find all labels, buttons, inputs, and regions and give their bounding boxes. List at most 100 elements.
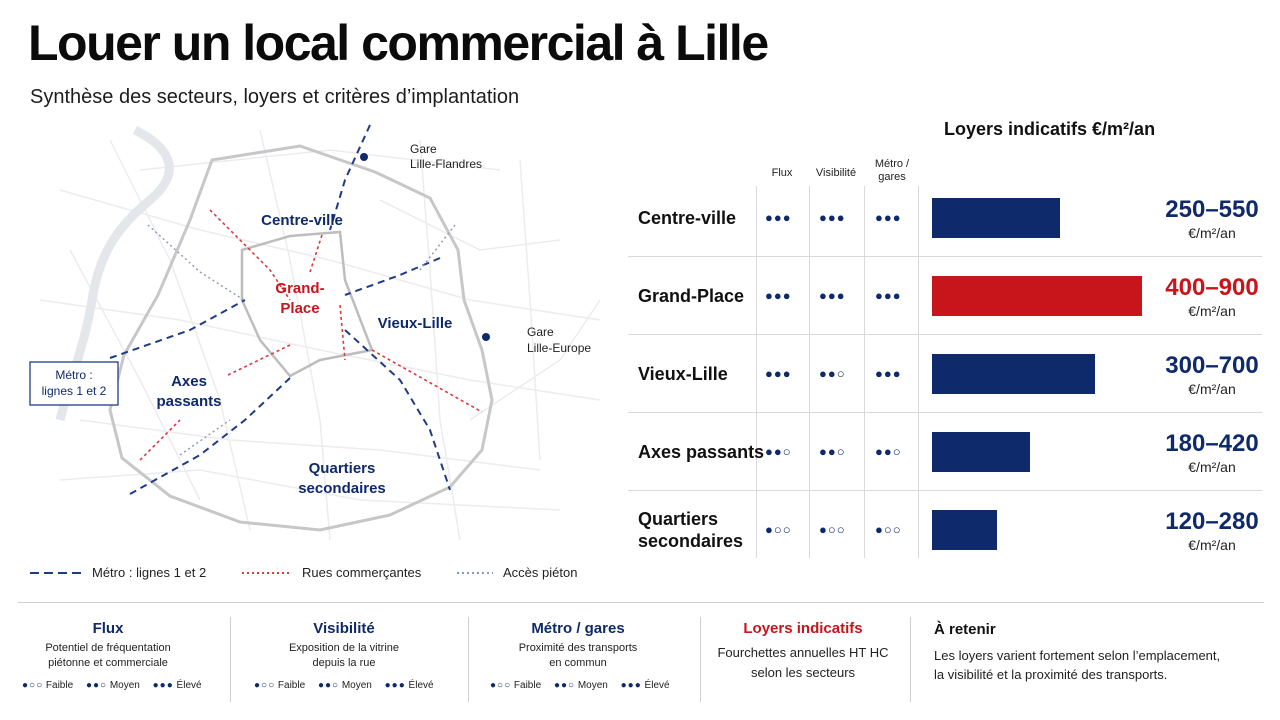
column-divider: [809, 186, 810, 558]
rating-dots: ●●○: [875, 444, 902, 459]
sector-label: Grand-Place: [638, 285, 744, 307]
row-divider: [628, 490, 1262, 491]
rent-bar: [932, 510, 997, 550]
metro-box-label: lignes 1 et 2: [42, 384, 107, 398]
ring-road: [108, 144, 494, 532]
rating-dots: ●●●: [875, 288, 902, 303]
sector-label: Centre-ville: [638, 207, 736, 229]
footer-separator: [468, 617, 469, 702]
rating-dots: ●●○: [819, 366, 846, 381]
rating-scale: ●○○ Faible ●●○ Moyen ●●● Élevé: [490, 680, 680, 691]
footer-flux-desc: Potentiel de fréquentation piétonne et c…: [18, 641, 198, 671]
footer-metro: Métro / gares Proximité des transports e…: [478, 620, 678, 671]
rating-dots: ●●●: [819, 288, 846, 303]
map-legend: Métro : lignes 1 et 2 Rues commerçantes …: [30, 565, 610, 585]
footer-separator: [910, 617, 911, 702]
scale-high: Élevé: [644, 680, 670, 691]
scale-mid: Moyen: [109, 680, 140, 691]
footer-flux-line: piétonne et commerciale: [48, 657, 168, 669]
rent-range-value: 120–280: [1165, 508, 1259, 535]
area-label: Vieux-Lille: [378, 315, 453, 332]
legend-streets-label: Rues commerçantes: [302, 565, 422, 580]
scale-high: Élevé: [408, 680, 434, 691]
legend-dash-pedestrian: [457, 571, 493, 574]
station-label: Gare: [410, 142, 437, 156]
chart-title: Loyers indicatifs €/m²/an: [944, 119, 1156, 139]
area-label: secondaires: [298, 480, 386, 497]
legend-pedestrian-label: Accès piéton: [503, 565, 578, 580]
criteria-header-line: Flux: [771, 167, 793, 179]
area-label: Quartiers: [309, 460, 376, 477]
column-divider: [918, 186, 919, 558]
station-label: Lille-Flandres: [410, 157, 482, 171]
footer-loyers-line: Fourchettes annuelles HT HC: [717, 645, 889, 660]
dots-low-icon: ●○○: [490, 680, 512, 691]
footer-loyers-title: Loyers indicatifs: [743, 620, 863, 637]
rent-unit: €/m²/an: [1188, 459, 1236, 475]
rating-dots: ●●○: [765, 444, 792, 459]
rent-unit: €/m²/an: [1188, 381, 1236, 397]
criteria-header-line: Métro /: [874, 158, 910, 170]
rating-scale: ●○○ Faible ●●○ Moyen ●●● Élevé: [254, 680, 444, 691]
rating-dots: ●●●: [765, 366, 792, 381]
scale-low: Faible: [277, 680, 306, 691]
rating-dots: ●●●: [875, 366, 902, 381]
footer-visibilite-line: Exposition de la vitrine: [288, 642, 400, 654]
footer-loyers-line: selon les secteurs: [750, 665, 856, 680]
rent-range-value: 400–900: [1165, 274, 1259, 301]
rating-dots: ●○○: [819, 522, 846, 537]
rating-dots: ●●●: [765, 210, 792, 225]
lille-map: Centre-ville Grand- Place Vieux-Lille Ax…: [29, 124, 601, 541]
rent-unit: €/m²/an: [1188, 225, 1236, 241]
footer-visibilite-line: depuis la rue: [312, 657, 376, 669]
area-label: Grand-: [275, 280, 324, 297]
criteria-header-line: gares: [878, 171, 906, 183]
station-label: Lille-Europe: [527, 341, 591, 355]
pedestrian-access: [147, 224, 456, 456]
commercial-streets: [139, 209, 483, 461]
footer-divider: [18, 602, 1264, 603]
legend-metro: Métro : lignes 1 et 2: [30, 565, 206, 580]
rent-range-value: 250–550: [1165, 196, 1259, 223]
column-divider: [864, 186, 865, 558]
street-network: [39, 129, 601, 541]
sector-label: Axes passants: [638, 441, 764, 463]
footer-metro-title: Métro / gares: [531, 620, 625, 637]
footer-retenir-line: Les loyers varient fortement selon l’emp…: [934, 648, 1221, 663]
sector-label-line: Quartiers: [638, 509, 719, 529]
page-subtitle: Synthèse des secteurs, loyers et critère…: [30, 86, 520, 108]
inner-ring: [240, 230, 374, 378]
sector-label-line: secondaires: [638, 531, 744, 551]
sector-label-line: Axes passants: [638, 442, 765, 462]
footer-visibilite-title: Visibilité: [313, 620, 375, 637]
rating-dots: ●●●: [765, 288, 792, 303]
legend-metro-label: Métro : lignes 1 et 2: [92, 565, 207, 580]
footer-loyers-desc: Fourchettes annuelles HT HC selon les se…: [708, 643, 898, 683]
sector-label: Vieux-Lille: [638, 363, 728, 385]
rent-bar: [932, 432, 1030, 472]
rent-bar: [932, 276, 1142, 316]
scale-low: Faible: [45, 680, 74, 691]
row-divider: [628, 334, 1262, 335]
dots-mid-icon: ●●○: [317, 680, 340, 691]
page-title: Louer un local commercial à Lille: [28, 15, 769, 71]
footer-metro-line: en commun: [549, 657, 607, 669]
footer-retenir-title: À retenir: [934, 621, 996, 638]
footer-separator: [700, 617, 701, 702]
station-marker: [360, 153, 368, 161]
sector-label-line: Grand-Place: [638, 286, 745, 306]
legend-dash-streets: [242, 571, 292, 574]
rent-range-value: 300–700: [1165, 352, 1259, 379]
sector-label-line: Centre-ville: [638, 208, 737, 228]
footer-flux-line: Potentiel de fréquentation: [45, 642, 171, 654]
dots-high-icon: ●●●: [620, 680, 642, 691]
scale-mid: Moyen: [341, 680, 372, 691]
legend-streets: Rues commerçantes: [242, 565, 421, 580]
rating-dots: ●○○: [875, 522, 902, 537]
scale-high: Élevé: [176, 680, 202, 691]
footer-retenir: À retenir Les loyers varient fortement s…: [934, 621, 1220, 684]
row-divider: [628, 412, 1262, 413]
criteria-header: Flux: [752, 167, 812, 180]
footer-separator: [230, 617, 231, 702]
station-label: Gare: [527, 325, 554, 339]
